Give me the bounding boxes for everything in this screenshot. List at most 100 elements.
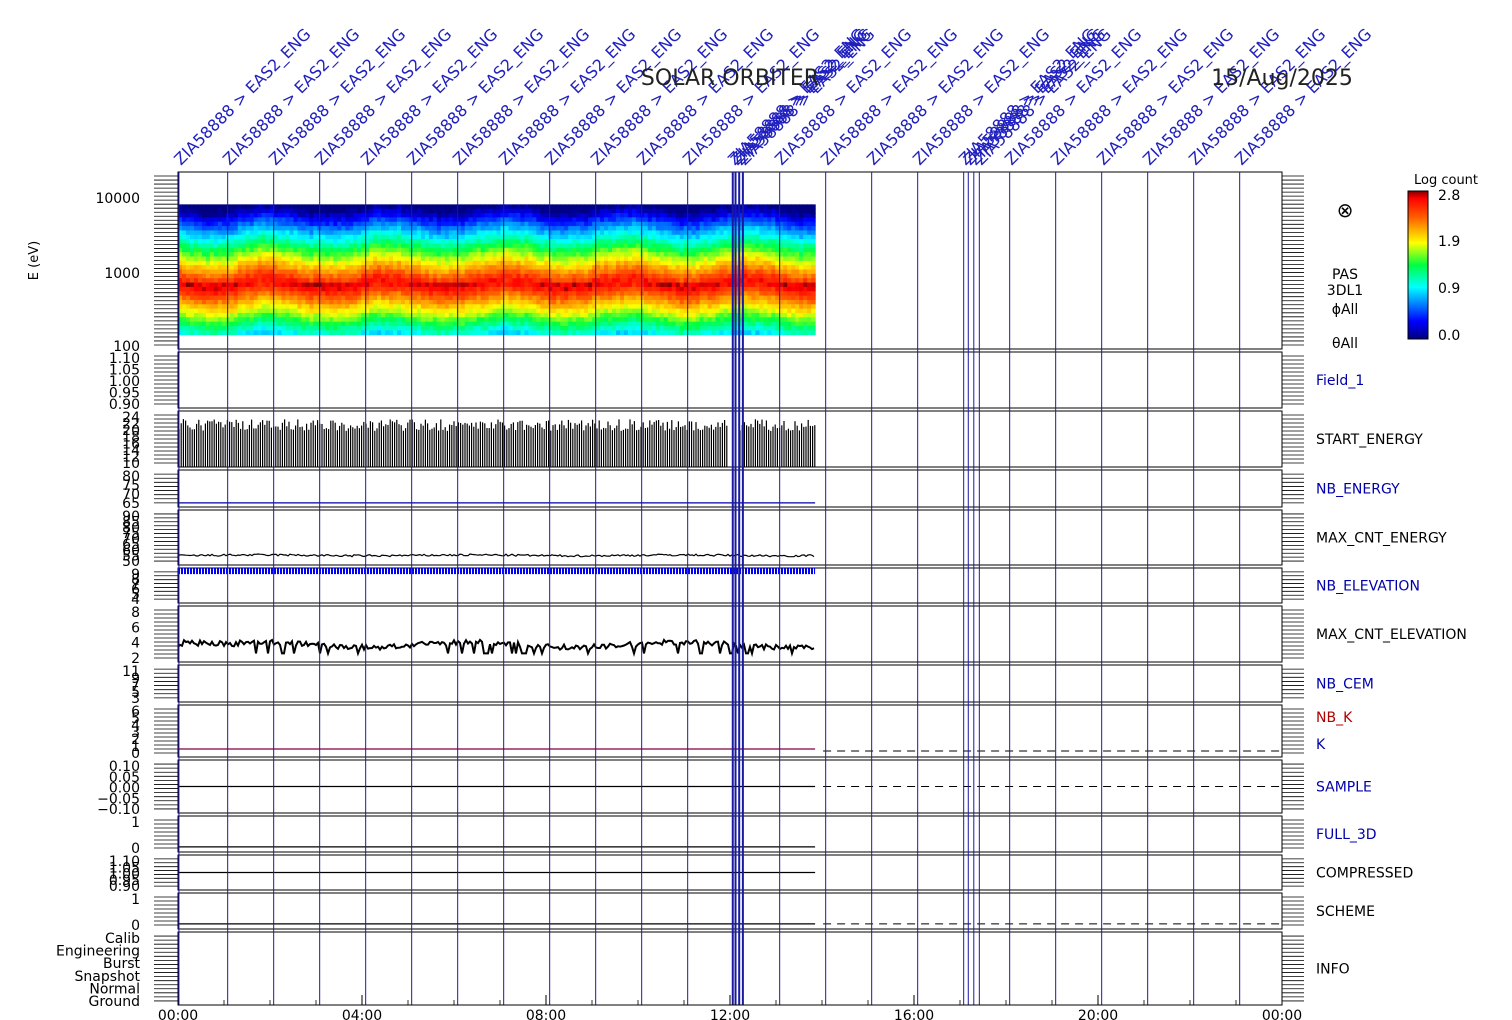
heatmap-cell	[747, 299, 752, 305]
heatmap-cell	[651, 299, 657, 305]
heatmap-cell	[516, 278, 522, 284]
heatmap-cell	[604, 308, 609, 314]
heatmap-cell	[747, 273, 752, 279]
heatmap-cell	[496, 282, 502, 288]
heatmap-cell	[727, 239, 733, 245]
heatmap-cell	[293, 252, 299, 258]
heatmap-cell	[245, 256, 251, 262]
heatmap-cell	[727, 317, 733, 323]
heatmap-cell	[508, 217, 514, 223]
heatmap-cell	[731, 252, 737, 258]
heatmap-cell	[807, 291, 812, 297]
heatmap-cell	[440, 243, 446, 249]
heatmap-cell	[424, 282, 430, 288]
heatmap-cell	[233, 234, 239, 240]
heatmap-cell	[313, 243, 318, 249]
heatmap-cell	[357, 321, 362, 327]
heatmap-cell	[229, 230, 235, 236]
heatmap-cell	[635, 273, 641, 279]
heatmap-cell	[281, 282, 287, 288]
heatmap-cell	[580, 260, 585, 266]
heatmap-cell	[803, 239, 808, 245]
heatmap-cell	[631, 321, 637, 327]
heatmap-cell	[560, 295, 565, 301]
heatmap-cell	[584, 312, 589, 318]
heatmap-cell	[584, 230, 589, 236]
heatmap-cell	[556, 269, 561, 275]
heatmap-cell	[771, 252, 776, 258]
heatmap-cell	[404, 317, 410, 323]
heatmap-cell	[361, 308, 366, 314]
heatmap-cell	[233, 308, 239, 314]
heatmap-cell	[209, 243, 215, 249]
heatmap-cell	[596, 291, 601, 297]
heatmap-cell	[373, 269, 378, 275]
heatmap-cell	[205, 256, 211, 262]
heatmap-cell	[456, 213, 462, 218]
heatmap-cell	[496, 234, 502, 240]
heatmap-cell	[663, 221, 669, 227]
heatmap-cell	[791, 260, 796, 266]
heatmap-cell	[361, 213, 366, 218]
heatmap-cell	[667, 213, 673, 218]
heatmap-cell	[385, 304, 390, 310]
heatmap-cell	[560, 312, 565, 318]
heatmap-cell	[639, 269, 645, 275]
heatmap-cell	[217, 304, 223, 310]
heatmap-cell	[480, 291, 486, 297]
heatmap-cell	[333, 291, 338, 297]
heatmap-cell	[723, 282, 729, 288]
heatmap-cell	[755, 317, 760, 323]
heatmap-cell	[468, 204, 474, 210]
heatmap-cell	[460, 308, 466, 314]
heatmap-cell	[528, 217, 533, 223]
heatmap-cell	[556, 213, 561, 218]
heatmap-cell	[436, 304, 442, 310]
heatmap-cell	[592, 295, 597, 301]
heatmap-cell	[185, 221, 191, 227]
heatmap-cell	[369, 252, 374, 258]
heatmap-cell	[209, 286, 215, 292]
heatmap-cell	[779, 234, 784, 240]
heatmap-cell	[333, 247, 338, 253]
heatmap-cell	[468, 252, 474, 258]
heatmap-cell	[715, 312, 721, 318]
heatmap-cell	[512, 260, 518, 266]
heatmap-cell	[237, 291, 243, 297]
heatmap-cell	[580, 269, 585, 275]
heatmap-cell	[711, 295, 717, 301]
heatmap-cell	[373, 321, 378, 327]
heatmap-cell	[456, 260, 462, 266]
heatmap-cell	[791, 312, 796, 318]
heatmap-cell	[476, 273, 482, 279]
heatmap-cell	[548, 213, 553, 218]
heatmap-cell	[313, 260, 318, 266]
heatmap-cell	[771, 243, 776, 249]
heatmap-cell	[428, 221, 434, 227]
heatmap-cell	[496, 265, 502, 271]
heatmap-cell	[464, 269, 470, 275]
heatmap-cell	[731, 312, 737, 318]
heatmap-cell	[476, 330, 482, 336]
heatmap-cell	[763, 217, 768, 223]
heatmap-cell	[289, 304, 295, 310]
heatmap-cell	[217, 269, 223, 275]
heatmap-cell	[205, 221, 211, 227]
heatmap-cell	[627, 295, 633, 301]
heatmap-cell	[373, 282, 378, 288]
heatmap-cell	[528, 226, 533, 232]
heatmap-cell	[181, 260, 187, 266]
heatmap-cell	[528, 260, 533, 266]
heatmap-cell	[731, 260, 737, 266]
heatmap-cell	[703, 291, 709, 297]
heatmap-cell	[767, 234, 772, 240]
heatmap-cell	[432, 208, 438, 214]
heatmap-cell	[711, 312, 717, 318]
y-tick-label: 1000	[104, 266, 140, 282]
heatmap-cell	[735, 247, 741, 253]
heatmap-cell	[564, 208, 569, 214]
heatmap-cell	[305, 221, 310, 227]
heatmap-cell	[627, 217, 633, 223]
y-tick-label: 18	[122, 430, 140, 446]
heatmap-cell	[811, 260, 816, 266]
